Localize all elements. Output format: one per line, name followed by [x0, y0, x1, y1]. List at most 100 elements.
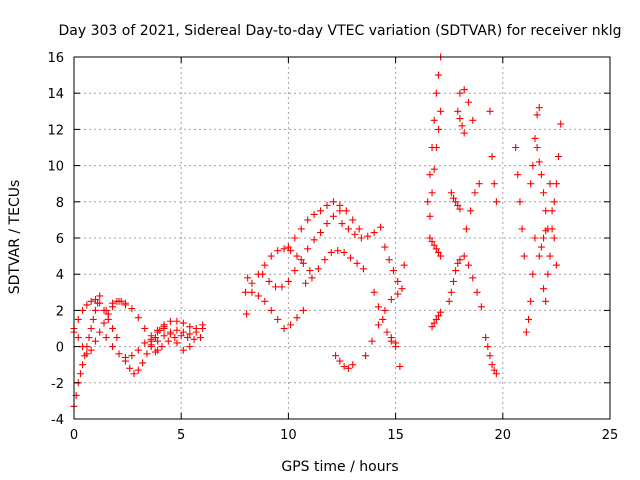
- data-point: [434, 248, 442, 256]
- y-tick-label: 16: [47, 51, 64, 66]
- data-point: [542, 227, 550, 235]
- data-point: [362, 352, 370, 360]
- data-point: [74, 315, 82, 323]
- data-point: [449, 277, 457, 285]
- data-point: [340, 248, 348, 256]
- data-point: [424, 198, 432, 206]
- data-point: [342, 207, 350, 215]
- data-point: [447, 288, 455, 296]
- data-point: [139, 359, 147, 367]
- series-arc-15: [284, 198, 363, 251]
- data-point: [141, 339, 149, 347]
- data-point: [432, 89, 440, 97]
- series-arc-14: [259, 207, 344, 291]
- data-point: [512, 144, 520, 151]
- data-point: [544, 270, 552, 278]
- data-point: [520, 252, 528, 260]
- y-tick-label: -2: [51, 377, 64, 392]
- data-point: [456, 89, 464, 97]
- data-point: [531, 234, 539, 242]
- data-point: [533, 111, 541, 119]
- data-point: [244, 274, 252, 282]
- data-point: [381, 306, 389, 314]
- series-arc-34: [486, 107, 500, 206]
- data-point: [87, 346, 95, 354]
- data-point: [525, 315, 533, 323]
- data-point: [548, 207, 556, 215]
- data-point: [74, 334, 82, 342]
- data-point: [537, 171, 545, 179]
- data-point: [437, 308, 445, 316]
- data-point: [179, 328, 187, 336]
- y-tick-label: 0: [56, 341, 64, 356]
- data-point: [527, 297, 535, 305]
- data-point: [387, 334, 395, 342]
- data-point: [426, 234, 434, 242]
- data-point: [398, 285, 406, 293]
- series-arc-19: [370, 288, 400, 351]
- series-arc-36: [522, 234, 539, 336]
- data-point: [317, 207, 325, 215]
- data-point: [121, 357, 129, 365]
- data-point: [392, 339, 400, 347]
- data-point: [158, 343, 166, 351]
- y-tick-labels: -4 -2 0 2 4 6 8 10 12 14 16: [47, 51, 64, 428]
- x-tick-labels: 0 5 10 15 20 25: [70, 428, 618, 443]
- data-point: [359, 265, 367, 273]
- data-point: [426, 171, 434, 179]
- data-point: [428, 323, 436, 331]
- data-point: [280, 325, 288, 332]
- y-tick-label: 4: [56, 268, 64, 283]
- data-point: [179, 319, 187, 327]
- data-point: [259, 270, 267, 278]
- y-tick-label: 10: [47, 160, 64, 175]
- data-point: [89, 315, 97, 323]
- data-point: [248, 288, 256, 296]
- data-point: [91, 337, 99, 345]
- series-arc-41: [546, 180, 560, 269]
- data-point: [550, 234, 558, 242]
- data-point: [79, 306, 87, 314]
- data-point: [323, 220, 331, 228]
- axis-ticks: [73, 56, 611, 420]
- data-point: [192, 328, 200, 336]
- data-point: [432, 144, 440, 151]
- data-point: [475, 180, 483, 188]
- data-point: [394, 290, 402, 298]
- data-point: [299, 259, 307, 267]
- data-point: [434, 312, 442, 320]
- data-point: [297, 256, 305, 264]
- data-point: [546, 180, 554, 188]
- y-tick-label: 14: [47, 87, 64, 102]
- data-point: [400, 261, 408, 269]
- data-point: [126, 364, 134, 372]
- series-arc-31: [460, 252, 485, 311]
- data-point: [278, 283, 286, 291]
- data-point: [540, 285, 548, 293]
- series-arc-27: [445, 256, 464, 305]
- data-point: [267, 306, 275, 314]
- data-point: [160, 325, 168, 332]
- data-point: [186, 330, 194, 338]
- data-point: [274, 315, 282, 323]
- data-point: [243, 310, 251, 318]
- data-point: [374, 321, 382, 329]
- data-point: [115, 350, 123, 358]
- data-point: [374, 303, 382, 311]
- data-point: [186, 323, 194, 331]
- data-point: [87, 297, 95, 305]
- data-point: [87, 325, 95, 332]
- data-point: [79, 361, 87, 369]
- series-arc-24: [426, 107, 445, 220]
- data-point: [535, 104, 543, 112]
- data-point: [349, 361, 357, 369]
- data-point: [516, 198, 524, 206]
- data-point: [355, 225, 363, 233]
- data-point: [469, 274, 477, 282]
- data-point: [291, 267, 299, 275]
- x-tick-label: 0: [70, 428, 78, 443]
- data-point: [109, 343, 117, 351]
- data-point: [370, 229, 378, 237]
- data-point: [437, 252, 445, 260]
